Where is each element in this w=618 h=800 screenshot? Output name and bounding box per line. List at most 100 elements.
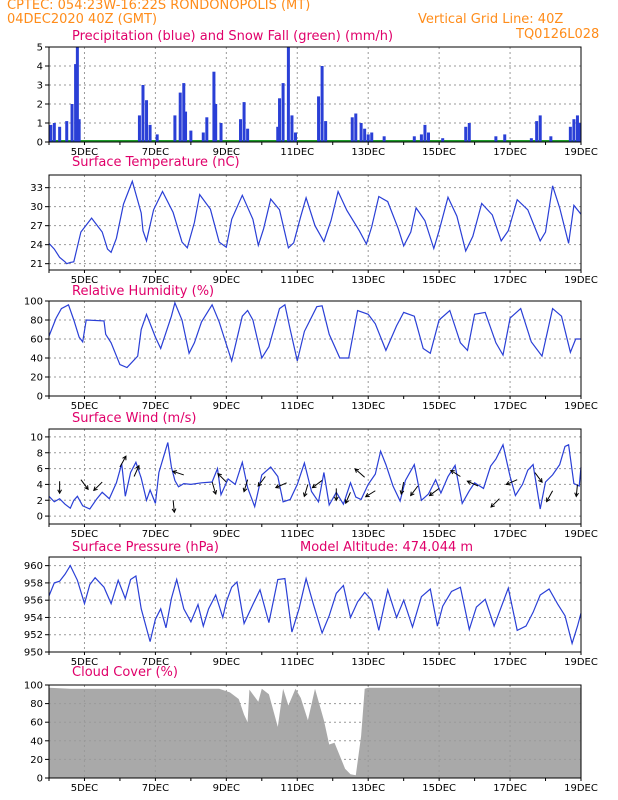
precip-bar [74, 64, 78, 142]
wind-arrowhead [311, 483, 317, 489]
wind-arrow [410, 485, 419, 496]
wind-title: Surface Wind (m/s) [72, 411, 197, 426]
wind-xtick-label: 13DEC [351, 529, 385, 540]
precip-ytick-label: 2 [37, 100, 43, 111]
wind-arrowhead [302, 492, 308, 498]
rh-title: Relative Humidity (%) [72, 284, 215, 299]
cloud-xtick-label: 13DEC [351, 783, 385, 794]
wind-arrowhead [122, 455, 127, 461]
cloud-xtick-label: 5DEC [71, 783, 98, 794]
wind-ytick-label: 10 [30, 432, 43, 443]
precip-bar [549, 136, 553, 142]
header-grid-line: Vertical Grid Line: 40Z [418, 12, 564, 27]
wind-arrow [133, 465, 140, 477]
precip-xtick-label: 5DEC [71, 147, 98, 158]
precip-bar [494, 136, 498, 142]
precip-bar [75, 47, 79, 142]
pressure-xtick-label: 9DEC [213, 657, 240, 668]
cloud-xtick-label: 9DEC [213, 783, 240, 794]
precip-bar [137, 115, 141, 142]
precip-bar [354, 113, 358, 142]
precip-bar [219, 123, 223, 142]
wind-ytick-label: 8 [37, 448, 43, 459]
precip-bar [290, 115, 294, 142]
temp-xtick-label: 9DEC [213, 275, 240, 286]
pressure-xtick-label: 15DEC [422, 657, 456, 668]
precip-bar [467, 123, 471, 142]
precip-xtick-label: 19DEC [564, 147, 598, 158]
wind-arrow [312, 480, 323, 489]
rh-ytick-label: 0 [37, 392, 43, 403]
cloud-ytick-label: 0 [37, 774, 43, 785]
precip-bar [363, 128, 367, 142]
wind-arrowhead [93, 486, 98, 492]
precip-bar [205, 117, 209, 142]
wind-arrow [119, 455, 127, 468]
precip-bar [359, 123, 363, 142]
precip-xtick-label: 9DEC [213, 147, 240, 158]
precip-bar [184, 111, 188, 142]
precip-bar [173, 115, 177, 142]
pressure-xtick-label: 17DEC [493, 657, 527, 668]
precip-bar [49, 124, 53, 142]
precip-xtick-label: 15DEC [422, 147, 456, 158]
wind-arrowhead [57, 489, 62, 495]
precip-bar [214, 104, 218, 142]
precip-bar [155, 134, 159, 142]
precip-bar [52, 123, 56, 142]
precip-bar [246, 128, 250, 142]
wind-xtick-label: 7DEC [142, 529, 169, 540]
wind-arrow [534, 472, 543, 483]
pressure-xtick-label: 11DEC [280, 657, 314, 668]
pressure-ytick-label: 956 [24, 596, 43, 607]
precip-bar [178, 92, 182, 142]
cloud-xtick-label: 15DEC [422, 783, 456, 794]
wind-arrowhead [135, 464, 140, 470]
cloud-ytick-label: 100 [24, 681, 43, 692]
wind-arrow [172, 500, 175, 513]
wind-line [48, 442, 582, 510]
precip-bar [145, 100, 149, 142]
cloud-ytick-label: 80 [30, 699, 43, 710]
wind-arrowhead [257, 482, 262, 487]
precip-bar [464, 126, 468, 142]
rh-xtick-label: 19DEC [564, 401, 598, 412]
precip-bar [535, 121, 539, 142]
pressure-xtick-label: 19DEC [564, 657, 598, 668]
precip-bar [370, 132, 374, 142]
wind-arrow [575, 484, 578, 497]
precip-bar [350, 117, 354, 142]
wind-arrowhead [574, 492, 579, 498]
precip-bar [148, 124, 152, 142]
rh-ytick-label: 20 [30, 373, 43, 384]
wind-arrowhead [364, 493, 370, 498]
wind-arrow [275, 482, 287, 489]
rh-ytick-label: 60 [30, 335, 43, 346]
temp-ytick-label: 33 [30, 183, 43, 194]
rh-xtick-label: 15DEC [422, 401, 456, 412]
cloud-title: Cloud Cover (%) [72, 665, 178, 680]
wind-arrow [93, 481, 103, 491]
wind-arrow [303, 484, 309, 497]
precip-bar [419, 134, 423, 142]
rh-xtick-label: 11DEC [280, 401, 314, 412]
wind-arrowhead [410, 491, 415, 497]
precip-ytick-label: 5 [37, 43, 43, 54]
rh-ytick-label: 40 [30, 354, 43, 365]
precip-bar [281, 83, 285, 142]
precip-bar [242, 102, 246, 142]
precip-bar [317, 96, 321, 142]
wind-arrow [345, 492, 351, 504]
rh-xtick-label: 7DEC [142, 401, 169, 412]
cloud-xtick-label: 17DEC [493, 783, 527, 794]
wind-arrow [490, 498, 500, 508]
cloud-ytick-label: 60 [30, 718, 43, 729]
precip-ytick-label: 1 [37, 119, 43, 130]
precip-bar [572, 119, 576, 142]
wind-arrowhead [333, 496, 339, 502]
temp-ytick-label: 24 [30, 240, 43, 251]
header-station: CPTEC: 054:23W-16:22S RONDONOPOLIS (MT) [7, 0, 311, 13]
precip-xtick-label: 13DEC [351, 147, 385, 158]
wind-arrowhead [242, 487, 248, 493]
precip-bar [320, 66, 324, 142]
